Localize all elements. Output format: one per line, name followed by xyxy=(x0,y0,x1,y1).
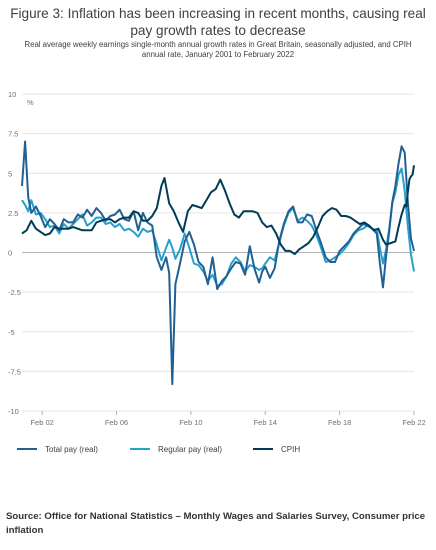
x-tick-label: Feb 06 xyxy=(105,418,128,427)
y-tick-label: 7.5 xyxy=(8,130,18,139)
x-tick-label: Feb 02 xyxy=(30,418,53,427)
y-unit-label: % xyxy=(27,98,34,107)
x-tick-label: Feb 14 xyxy=(254,418,277,427)
y-tick-label: 5 xyxy=(8,169,12,178)
chart-legend: Total pay (real) Regular pay (real) CPIH xyxy=(0,442,436,456)
legend-swatch-total-pay xyxy=(17,448,37,450)
legend-item-total-pay: Total pay (real) xyxy=(17,442,98,456)
chart-subtitle: Real average weekly earnings single-mont… xyxy=(24,40,412,59)
legend-item-cpih: CPIH xyxy=(253,442,300,456)
y-tick-label: 2.5 xyxy=(8,209,18,218)
series-line-total-pay xyxy=(21,140,415,386)
series-line-regular-pay xyxy=(21,167,415,287)
legend-swatch-regular-pay xyxy=(130,448,150,450)
x-tick-label: Feb 18 xyxy=(328,418,351,427)
y-tick-label: 0 xyxy=(8,249,12,258)
series-line-cpih xyxy=(21,165,415,256)
legend-item-regular-pay: Regular pay (real) xyxy=(130,442,222,456)
y-tick-label: 10 xyxy=(8,90,16,99)
x-tick-label: Feb 10 xyxy=(179,418,202,427)
y-tick-label: -2.5 xyxy=(8,288,21,297)
source-note: Source: Office for National Statistics –… xyxy=(6,511,426,536)
chart-title: Figure 3: Inflation has been increasing … xyxy=(10,6,426,38)
legend-swatch-cpih xyxy=(253,448,273,450)
legend-label-regular-pay: Regular pay (real) xyxy=(158,444,223,454)
y-tick-label: -5 xyxy=(8,328,15,337)
y-tick-label: -7.5 xyxy=(8,367,21,376)
line-chart: 10 7.5 5 2.5 0 -2.5 -5 -7.5 -10% Feb 02 Feb 06 Feb … xyxy=(8,90,426,427)
legend-label-total-pay: Total pay (real) xyxy=(45,444,98,454)
y-tick-label: -10 xyxy=(8,407,19,416)
x-tick-label: Feb 22 xyxy=(402,418,425,427)
legend-label-cpih: CPIH xyxy=(281,444,301,454)
